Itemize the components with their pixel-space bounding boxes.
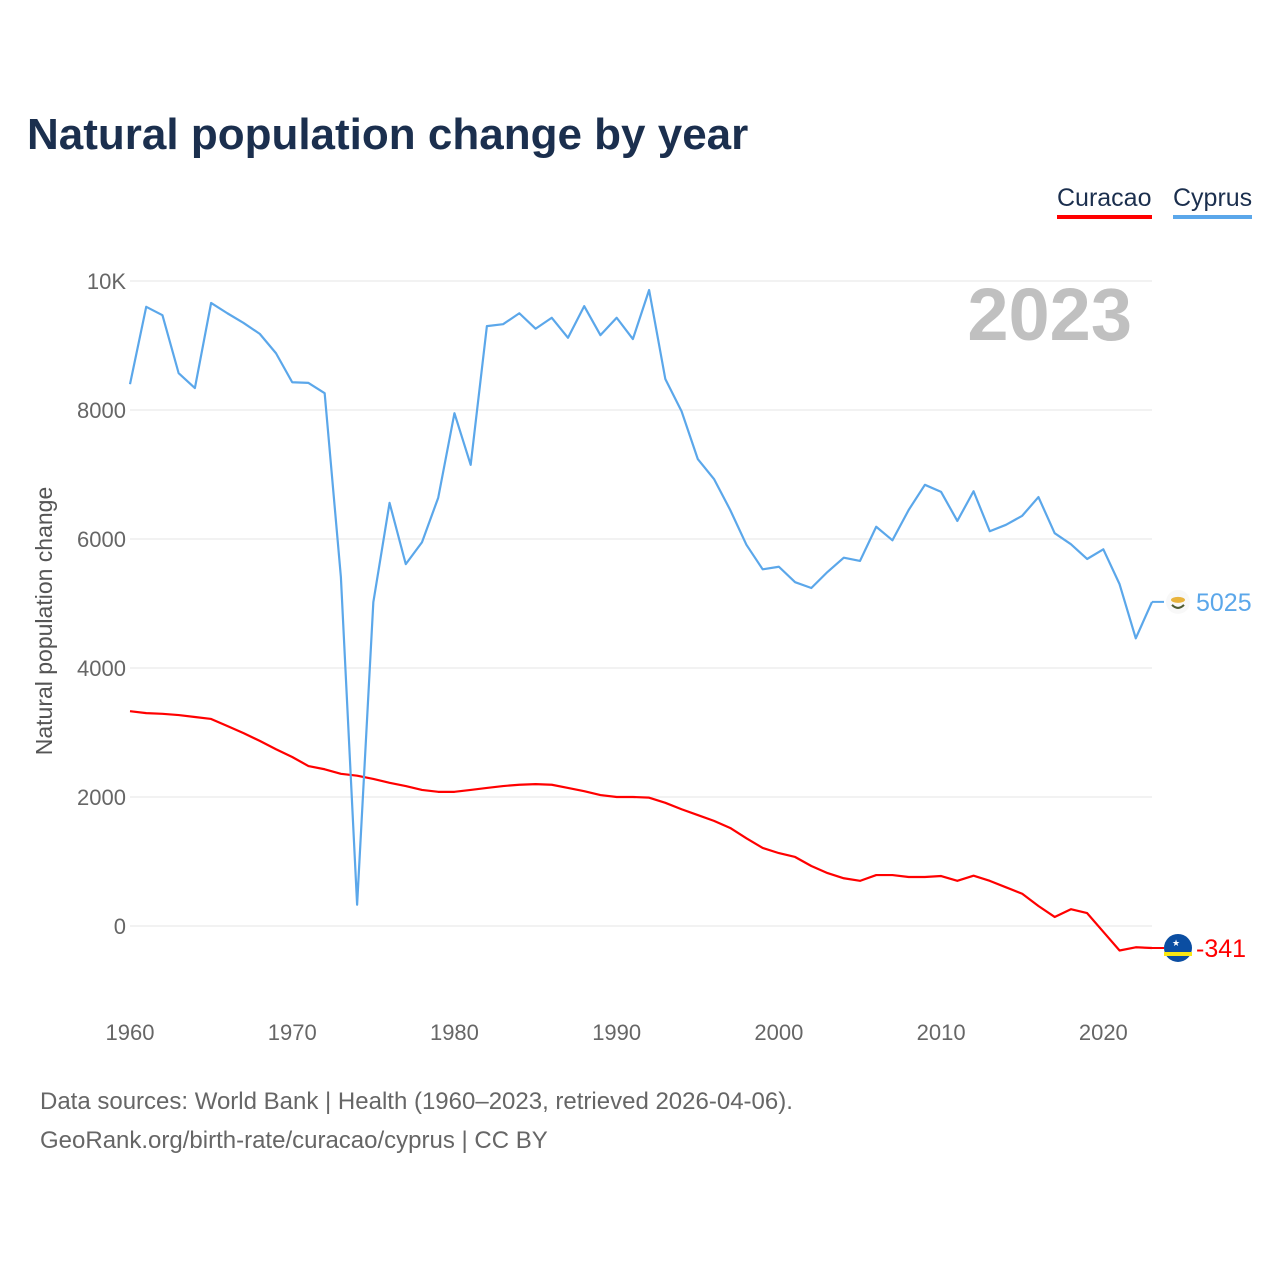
legend-curacao[interactable]: Curacao: [1057, 184, 1152, 219]
source-text: Data sources: World Bank | Health (1960–…: [40, 1088, 793, 1115]
y-tick-label: 0: [114, 914, 126, 939]
x-tick-label: 2000: [754, 1020, 803, 1045]
cyprus-flag-branches: [1171, 604, 1185, 609]
cyprus-flag-island: [1171, 596, 1185, 603]
y-tick-label: 8000: [77, 398, 126, 423]
chart-title: Natural population change by year: [27, 110, 749, 159]
source-link[interactable]: GeoRank.org/birth-rate/curacao/cyprus | …: [40, 1127, 548, 1154]
curacao-flag-stripe: [1164, 951, 1192, 956]
end-value-label-curacao: -341: [1196, 935, 1246, 963]
x-tick-label: 2010: [917, 1020, 966, 1045]
year-label: 2023: [967, 273, 1132, 356]
y-tick-label: 2000: [77, 785, 126, 810]
x-tick-label: 1980: [430, 1020, 479, 1045]
series-line-curacao: [129, 710, 1153, 952]
curacao-flag-star: ★: [1172, 938, 1180, 948]
x-tick-label: 2020: [1079, 1020, 1128, 1045]
x-tick-label: 1960: [106, 1020, 155, 1045]
x-tick-label: 1970: [268, 1020, 317, 1045]
y-tick-label: 6000: [77, 527, 126, 552]
x-tick-label: 1990: [592, 1020, 641, 1045]
end-value-label-cyprus: 5025: [1196, 589, 1252, 617]
series-line-cyprus: [128, 288, 1154, 906]
y-axis-label: Natural population change: [31, 487, 57, 756]
legend-cyprus[interactable]: Cyprus: [1173, 184, 1253, 219]
y-tick-label: 10K: [87, 269, 126, 294]
y-tick-label: 4000: [77, 656, 126, 681]
